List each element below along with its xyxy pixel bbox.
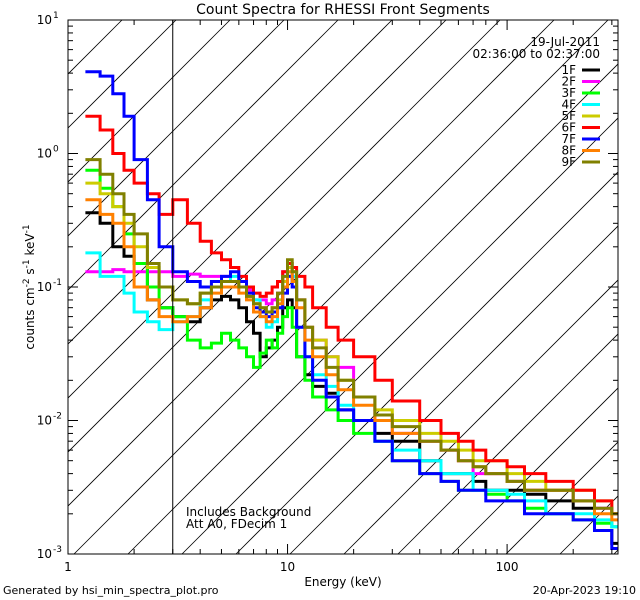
series-1F-line (85, 211, 618, 545)
series-5F-line (85, 181, 618, 516)
x-tick-label: 10 (280, 560, 295, 574)
y-tick-exponent: 1 (53, 11, 59, 21)
footer-timestamp: 20-Apr-2023 19:10 (533, 584, 636, 597)
y-tick-label: 10 (37, 13, 52, 27)
generated-by: Generated by hsi_min_spectra_plot.pro (3, 584, 219, 597)
series-7F-line (85, 70, 618, 550)
legend-label-8F: 8F (561, 144, 576, 158)
y-tick-label: 10 (37, 547, 52, 561)
hatch-line (235, 171, 618, 554)
x-tick-labels: 1 10 100 (64, 560, 518, 574)
y-tick-label: 10 (37, 414, 52, 428)
y-axis-label-part: -2 (22, 278, 32, 287)
y-tick-label: 10 (37, 280, 52, 294)
y-tick-exponent: -3 (53, 545, 62, 555)
series-6F-line (85, 114, 618, 516)
hatch-line (68, 20, 231, 183)
legend-label-3F: 3F (561, 86, 576, 100)
hatch-line (181, 117, 618, 554)
y-axis-label-part: keV (23, 233, 37, 260)
y-tick-exponent: 0 (53, 145, 59, 155)
y-axis-label-part: s (23, 268, 37, 278)
hatch-line (289, 225, 618, 554)
x-tick-label: 1 (64, 560, 72, 574)
y-tick-label: 10 (37, 147, 52, 161)
hatch-line (451, 387, 618, 554)
hatch-line (68, 20, 177, 129)
hatch-line (505, 441, 618, 554)
annotation-background: Includes Background (186, 505, 311, 519)
y-axis-label-part: -1 (22, 259, 32, 268)
legend-label-4F: 4F (561, 98, 576, 112)
annotation-attenuator: Att A0, FDecim 1 (186, 517, 287, 531)
x-tick-label: 100 (496, 560, 519, 574)
hatch-line (73, 20, 609, 554)
hatch-line (68, 20, 285, 237)
x-axis-label: Energy (keV) (304, 575, 381, 589)
y-tick-exponent: -1 (53, 278, 62, 288)
hatch-line (397, 333, 618, 554)
info-time-range: 02:36:00 to 02:37:00 (473, 47, 600, 61)
series-9F-line (85, 158, 618, 516)
legend-label-1F: 1F (561, 63, 576, 77)
y-axis-label: counts cm-2 s-1 keV-1 (22, 224, 37, 349)
info-date: 19-Jul-2011 (530, 35, 600, 49)
legend-label-5F: 5F (561, 109, 576, 123)
legend-label-6F: 6F (561, 121, 576, 135)
y-tick-exponent: -2 (53, 412, 62, 422)
legend-label-2F: 2F (561, 75, 576, 89)
y-axis-label-part: counts cm (23, 287, 37, 349)
chart-title: Count Spectra for RHESSI Front Segments (196, 2, 490, 18)
legend-label-7F: 7F (561, 132, 576, 146)
legend-label-9F: 9F (561, 155, 576, 169)
hatch-line (68, 20, 447, 399)
hatch-line (127, 63, 618, 554)
series-group (85, 70, 618, 550)
axis-ticks (67, 19, 618, 555)
y-axis-label-part: -1 (22, 224, 32, 233)
